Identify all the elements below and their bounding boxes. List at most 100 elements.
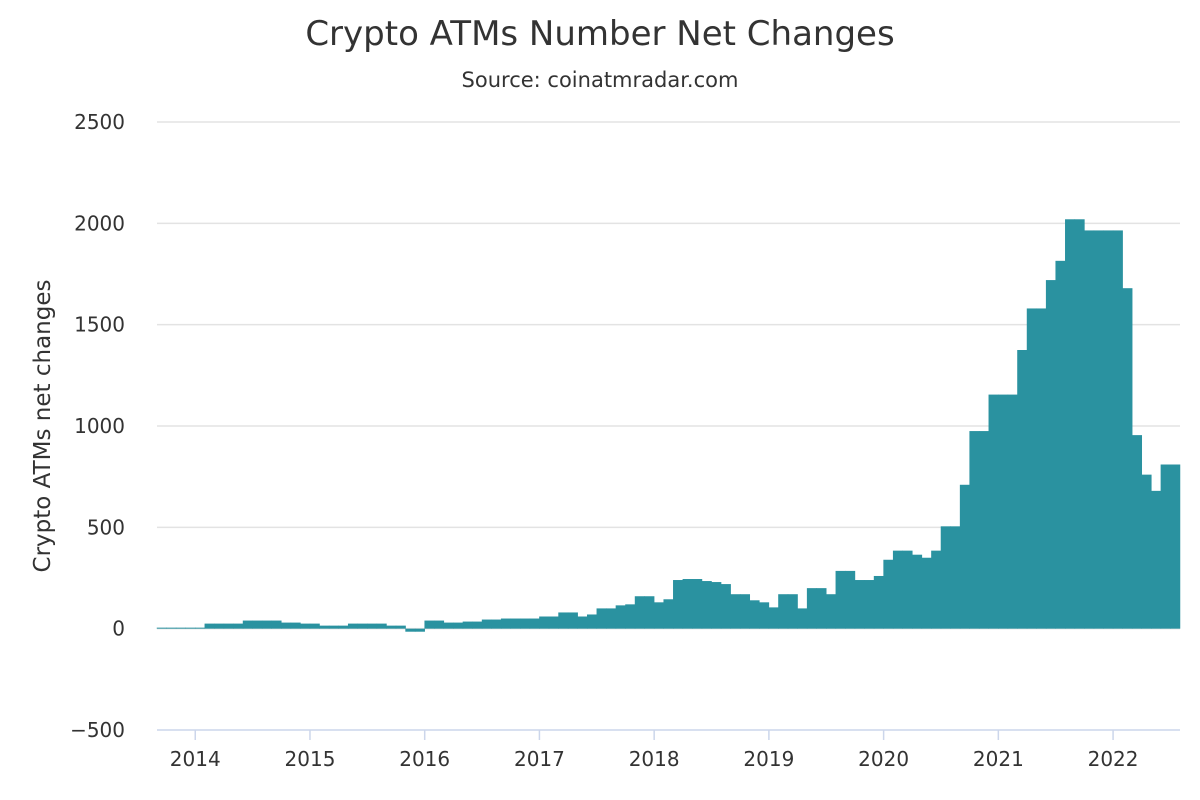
data-bar: [959, 484, 970, 629]
x-tick-label: 2014: [170, 747, 221, 771]
data-bar: [1093, 230, 1104, 629]
data-bar: [252, 620, 263, 629]
data-bar: [261, 620, 272, 629]
data-bar: [185, 627, 196, 629]
data-bar: [845, 570, 856, 629]
data-bar: [768, 607, 779, 629]
data-bar: [921, 557, 932, 629]
data-bar: [405, 628, 416, 632]
data-bar: [711, 582, 722, 629]
data-bar: [950, 526, 961, 629]
data-bar: [682, 579, 693, 629]
data-bar: [338, 625, 349, 629]
data-bar: [739, 594, 751, 629]
x-tick-label: 2021: [973, 747, 1024, 771]
data-bar: [577, 616, 588, 629]
data-bar: [481, 619, 492, 629]
y-tick-label: −500: [70, 718, 125, 742]
data-bar: [1122, 288, 1133, 629]
data-bar: [759, 602, 770, 629]
data-bar: [520, 618, 531, 629]
data-bar: [978, 431, 990, 629]
data-bar: [223, 623, 234, 629]
data-bar: [376, 623, 387, 629]
data-bar: [194, 627, 206, 629]
data-bar: [730, 594, 741, 629]
data-bar: [586, 614, 598, 629]
data-bar: [328, 625, 339, 629]
data-bar: [175, 627, 186, 629]
data-bar: [357, 623, 368, 629]
data-bar: [204, 623, 215, 629]
data-bar: [319, 625, 330, 629]
data-bar: [749, 600, 760, 629]
data-bar: [1103, 230, 1114, 629]
data-bar: [826, 594, 837, 629]
y-axis-title: Crypto ATMs net changes: [30, 280, 56, 573]
chart-subtitle: Source: coinatmradar.com: [461, 68, 739, 92]
data-bar: [606, 608, 617, 629]
data-bar: [548, 616, 559, 629]
data-bar: [644, 596, 655, 629]
data-bar: [242, 620, 253, 629]
data-bar: [625, 604, 636, 629]
data-bar: [233, 623, 244, 629]
data-bar: [1007, 394, 1018, 629]
data-bar: [1160, 464, 1171, 629]
data-bar: [692, 579, 703, 629]
data-bar: [1045, 280, 1056, 629]
data-bar: [567, 612, 578, 629]
data-bar: [156, 627, 167, 629]
data-bar: [816, 588, 827, 629]
data-bar: [491, 619, 502, 629]
data-bar: [892, 550, 903, 629]
data-bar: [271, 620, 282, 629]
data-bar: [1017, 350, 1028, 629]
data-bar: [529, 618, 540, 629]
x-tick-label: 2018: [629, 747, 680, 771]
data-bar: [969, 431, 980, 629]
data-bar: [1131, 435, 1143, 629]
data-bar: [214, 623, 225, 629]
x-tick-label: 2017: [514, 747, 565, 771]
data-bar: [443, 622, 454, 629]
data-bar: [395, 625, 406, 629]
data-bar: [864, 580, 875, 629]
data-bar: [701, 581, 712, 629]
x-tick-label: 2020: [858, 747, 909, 771]
x-tick-label: 2016: [399, 747, 450, 771]
data-bar: [500, 618, 511, 629]
data-bar: [300, 623, 311, 629]
data-bar: [854, 580, 865, 629]
data-bar: [414, 628, 425, 632]
data-bar: [1036, 308, 1047, 629]
data-bar: [835, 570, 846, 629]
y-tick-label: 1000: [74, 414, 125, 438]
data-bar: [367, 623, 378, 629]
data-bar: [386, 625, 397, 629]
data-bar: [634, 596, 645, 629]
y-tick-label: 2500: [74, 110, 125, 134]
y-tick-label: 1500: [74, 313, 125, 337]
data-bar: [453, 622, 464, 629]
y-tick-label: 500: [87, 515, 125, 539]
data-bar: [434, 620, 445, 629]
data-bar: [1141, 474, 1152, 629]
data-bar: [988, 394, 999, 629]
data-bar: [663, 599, 674, 629]
data-bar: [166, 627, 177, 629]
data-bar: [1170, 464, 1181, 629]
data-bar: [1084, 230, 1095, 629]
data-bar: [596, 608, 607, 629]
data-bar: [940, 526, 951, 629]
data-bar: [1026, 308, 1037, 629]
data-bar: [1065, 219, 1076, 629]
data-bar: [1112, 230, 1123, 629]
data-bar: [787, 594, 798, 629]
data-bar: [347, 623, 359, 629]
y-tick-label: 2000: [74, 211, 125, 235]
data-bar: [806, 588, 817, 629]
data-bar: [424, 620, 435, 629]
